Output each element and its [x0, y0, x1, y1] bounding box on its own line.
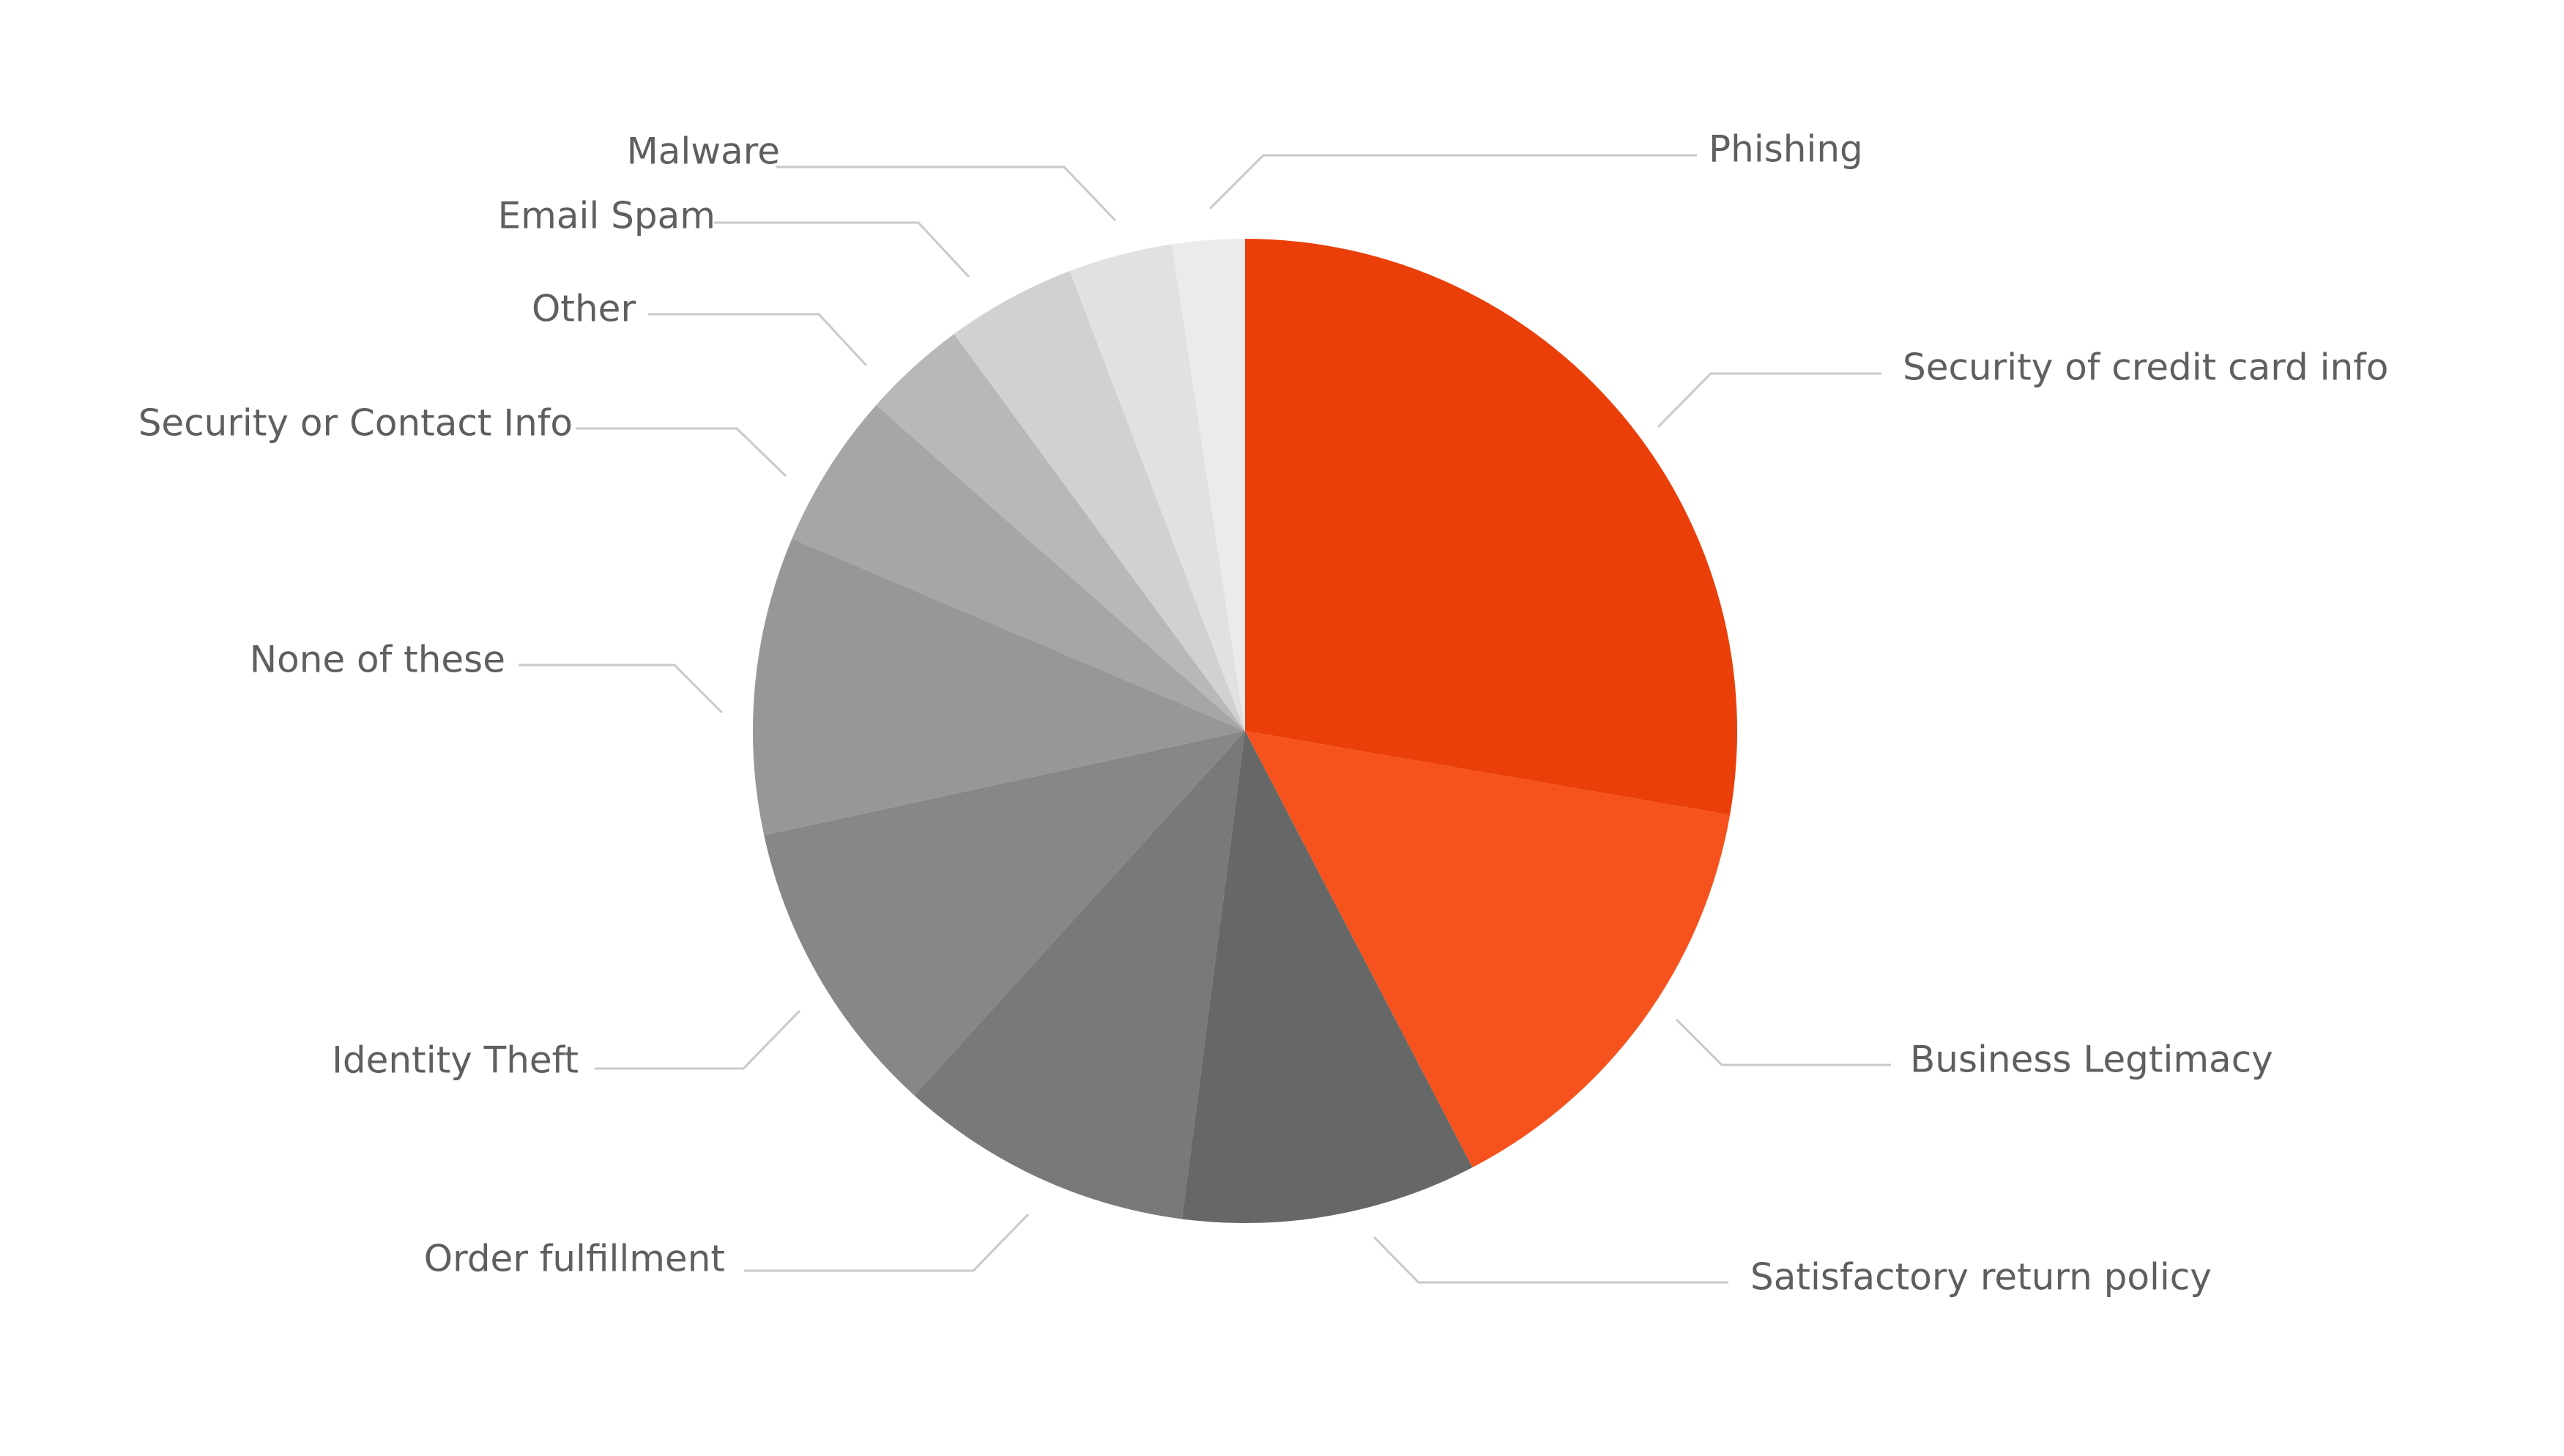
slice-business-legtimacy — [1245, 731, 1731, 1167]
leader-lines — [519, 154, 1891, 1284]
slice-order-fulfillment — [914, 731, 1245, 1219]
slice-identity-theft — [764, 731, 1245, 1096]
leader-line-malware — [776, 166, 1117, 222]
slice-label-business-legtimacy: Business Legtimacy — [1910, 1039, 2273, 1081]
leader-line-order-fulfillment — [744, 1213, 1030, 1272]
slice-malware — [1069, 244, 1245, 732]
slice-label-none-of-these: None of these — [250, 639, 505, 681]
slice-label-order-fulfillment: Order fulfillment — [424, 1238, 725, 1280]
slice-phishing — [1172, 239, 1245, 731]
slice-label-security-or-contact-info: Security or Contact Info — [138, 402, 573, 445]
leader-line-satisfactory-return-policy — [1372, 1236, 1728, 1284]
leader-line-business-legtimacy — [1675, 1018, 1891, 1066]
slice-security-of-credit-card-info — [1245, 239, 1738, 815]
slice-other — [876, 334, 1245, 731]
leader-line-phishing — [1208, 154, 1697, 210]
slice-label-phishing: Phishing — [1709, 128, 1863, 171]
slice-label-malware: Malware — [627, 130, 780, 173]
leader-line-none-of-these — [519, 664, 724, 714]
slice-security-or-contact-info — [792, 405, 1245, 731]
leader-line-security-or-contact-info — [576, 427, 787, 478]
slice-label-security-of-credit-card-info: Security of credit card info — [1903, 346, 2388, 389]
leader-line-other — [648, 313, 868, 367]
leader-line-security-of-credit-card-info — [1657, 372, 1881, 428]
slice-label-other: Other — [532, 288, 636, 330]
slice-label-satisfactory-return-policy: Satisfactory return policy — [1750, 1256, 2212, 1299]
leader-line-identity-theft — [595, 1009, 801, 1070]
slice-label-identity-theft: Identity Theft — [332, 1039, 579, 1082]
slice-satisfactory-return-policy — [1182, 731, 1473, 1224]
slice-email-spam — [954, 271, 1245, 731]
slice-label-email-spam: Email Spam — [498, 195, 716, 237]
leader-line-email-spam — [714, 221, 970, 278]
slice-labels: Security of credit card info Business Leg… — [138, 128, 2389, 1299]
slice-none-of-these — [752, 538, 1245, 836]
pie-slices — [752, 239, 1738, 1224]
